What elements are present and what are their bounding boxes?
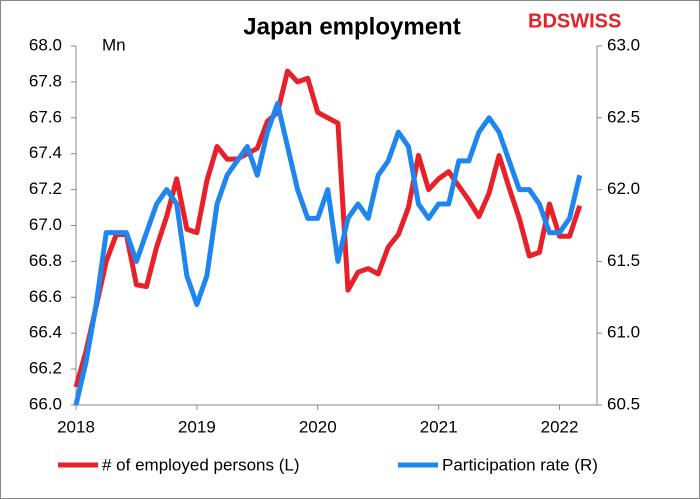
y-axis-unit: Mn	[102, 35, 126, 54]
x-tick-label: 2018	[57, 417, 95, 436]
y-tick-label: 66.0	[29, 394, 62, 413]
y2-tick-label: 63.0	[607, 35, 640, 54]
y-tick-label: 67.8	[29, 71, 62, 90]
legend-label: Participation rate (R)	[442, 455, 598, 474]
y-tick-label: 67.6	[29, 107, 62, 126]
series-line	[73, 68, 583, 388]
y2-tick-label: 62.5	[607, 107, 640, 126]
y-tick-label: 67.0	[29, 215, 62, 234]
y-tick-label: 66.2	[29, 359, 62, 378]
y-tick-label: 67.2	[29, 179, 62, 198]
x-tick-label: 2022	[541, 417, 579, 436]
x-tick-label: 2019	[178, 417, 216, 436]
y-tick-label: 68.0	[29, 35, 62, 54]
x-tick-label: 2020	[299, 417, 337, 436]
x-tick-label: 2021	[420, 417, 458, 436]
y2-tick-label: 61.0	[607, 323, 640, 342]
y-tick-label: 66.8	[29, 251, 62, 270]
y-tick-label: 66.6	[29, 287, 62, 306]
y2-tick-label: 60.5	[607, 394, 640, 413]
series-line	[73, 100, 583, 406]
y-tick-label: 67.4	[29, 143, 62, 162]
y-tick-label: 66.4	[29, 323, 62, 342]
y2-tick-label: 61.5	[607, 251, 640, 270]
legend-label: # of employed persons (L)	[102, 455, 300, 474]
y2-tick-label: 62.0	[607, 179, 640, 198]
chart-title: Japan employment	[243, 13, 460, 40]
logo: BDSWISS	[528, 10, 621, 32]
